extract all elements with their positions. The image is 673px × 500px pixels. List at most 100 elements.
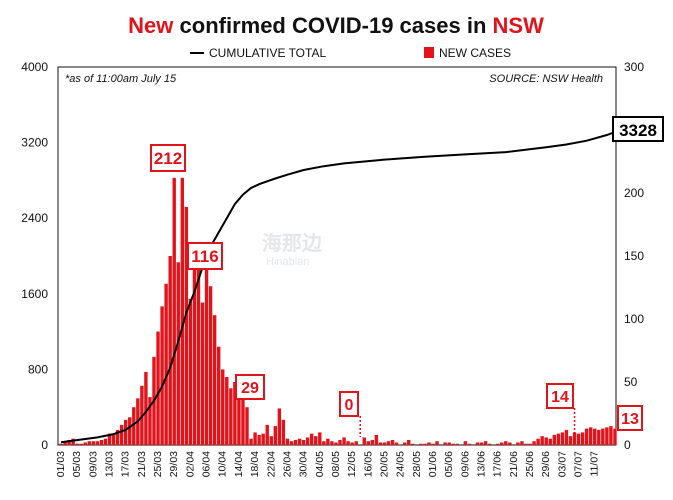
new-cases-bar [119,424,124,445]
x-tick-label: 16/05 [362,451,374,477]
new-cases-bar [326,438,330,445]
new-cases-bar [338,439,342,445]
x-tick-label: 12/05 [346,451,358,477]
new-cases-bar [576,433,581,445]
new-cases-bar [63,442,67,445]
x-tick-label: 17/03 [120,451,132,477]
new-cases-bar [71,438,75,445]
new-cases-bar [467,443,472,445]
new-cases-bar [67,439,71,445]
new-cases-bar [508,442,512,445]
x-tick-label: 06/04 [201,451,213,477]
callout-box [235,374,265,400]
new-cases-bar [479,442,484,445]
new-cases-bar [245,407,249,445]
new-cases-bar [269,436,273,445]
new-cases-bar [520,441,524,445]
new-cases-bar [176,262,180,445]
new-cases-bar [301,439,306,445]
callout: 116 [187,242,223,270]
callout-box [617,405,643,431]
y-left-tick-label: 4000 [21,60,48,74]
new-cases-bar [249,438,253,445]
new-cases-bar [411,443,415,445]
legend-bar-swatch [424,47,434,58]
y-axis-left: 0 800 1600 2400 3200 4000 [21,60,48,452]
y-left-tick-label: 800 [28,362,48,376]
new-cases-bar [540,436,544,445]
callout-box [339,391,359,417]
new-cases-bar [59,443,63,445]
new-cases-bar [261,433,265,445]
new-cases-bar [548,438,552,445]
new-cases-bar [524,443,528,445]
new-cases-bar [281,419,286,445]
x-tick-label: 14/04 [233,451,245,477]
new-cases-bar [237,394,241,445]
legend-bar-label: NEW CASES [439,46,511,60]
new-cases-bar [419,443,423,445]
y-left-tick-label: 0 [41,438,48,452]
new-cases-bar [229,388,233,445]
new-cases-bar [455,443,459,445]
new-cases-bar [172,177,176,445]
callout-text: 13 [621,411,639,428]
new-cases-bar [253,432,257,445]
new-cases-bar [463,441,468,445]
x-tick-label: 01/06 [427,451,439,477]
new-cases-bar [200,302,205,445]
x-tick-label: 04/05 [314,451,326,477]
new-cases-bar [613,428,617,445]
x-tick-label: 05/03 [71,451,83,477]
new-cases-bar [188,298,193,445]
new-cases-bar [572,432,577,445]
new-cases-bar [427,442,431,445]
y-right-tick-label: 100 [624,312,644,326]
new-cases-bar [148,397,152,445]
new-cases-bar [374,434,379,445]
x-tick-label: 17/06 [492,451,504,477]
x-tick-label: 11/07 [589,451,601,477]
new-cases-bar [370,439,375,445]
x-tick-label: 10/04 [217,451,229,477]
x-tick-label: 21/06 [508,451,520,477]
new-cases-bar [536,438,540,445]
new-cases-bar [403,442,407,445]
x-tick-label: 30/04 [298,451,310,477]
new-cases-bar [560,432,565,445]
new-cases-bar [435,441,439,445]
new-cases-bar [208,286,213,445]
new-cases-bar [580,432,585,445]
x-tick-label: 26/04 [281,451,293,477]
y-left-tick-label: 1600 [21,287,48,301]
new-cases-bar [378,442,383,445]
new-cases-bar [289,441,294,445]
x-tick-label: 21/03 [136,451,148,477]
new-cases-bar [156,331,160,445]
new-cases-bar [431,443,435,445]
new-cases-bar [144,371,148,445]
new-cases-bar [346,441,350,445]
new-cases-bar [212,315,217,445]
end-label-text: 3328 [619,121,657,140]
x-tick-label: 29/06 [540,451,552,477]
new-cases-bar [103,438,108,445]
callout: 29 [235,374,265,400]
x-tick-label: 18/04 [249,451,261,477]
x-tick-label: 09/03 [87,451,99,477]
new-cases-bar [180,177,185,445]
chart-title: New confirmed COVID-19 cases in NSW [128,13,544,38]
new-cases-bar [609,426,613,445]
new-cases-bar [107,433,112,445]
new-cases-bar [314,436,318,445]
new-cases-bar [601,428,605,445]
new-cases-bar [277,408,282,445]
new-cases-bar [483,441,488,445]
y-right-tick-label: 150 [624,249,644,263]
new-cases-bar [394,442,399,445]
y-right-tick-label: 200 [624,186,644,200]
x-tick-label: 29/03 [168,451,180,477]
new-cases-bar [354,441,358,445]
x-tick-label: 20/05 [379,451,391,477]
